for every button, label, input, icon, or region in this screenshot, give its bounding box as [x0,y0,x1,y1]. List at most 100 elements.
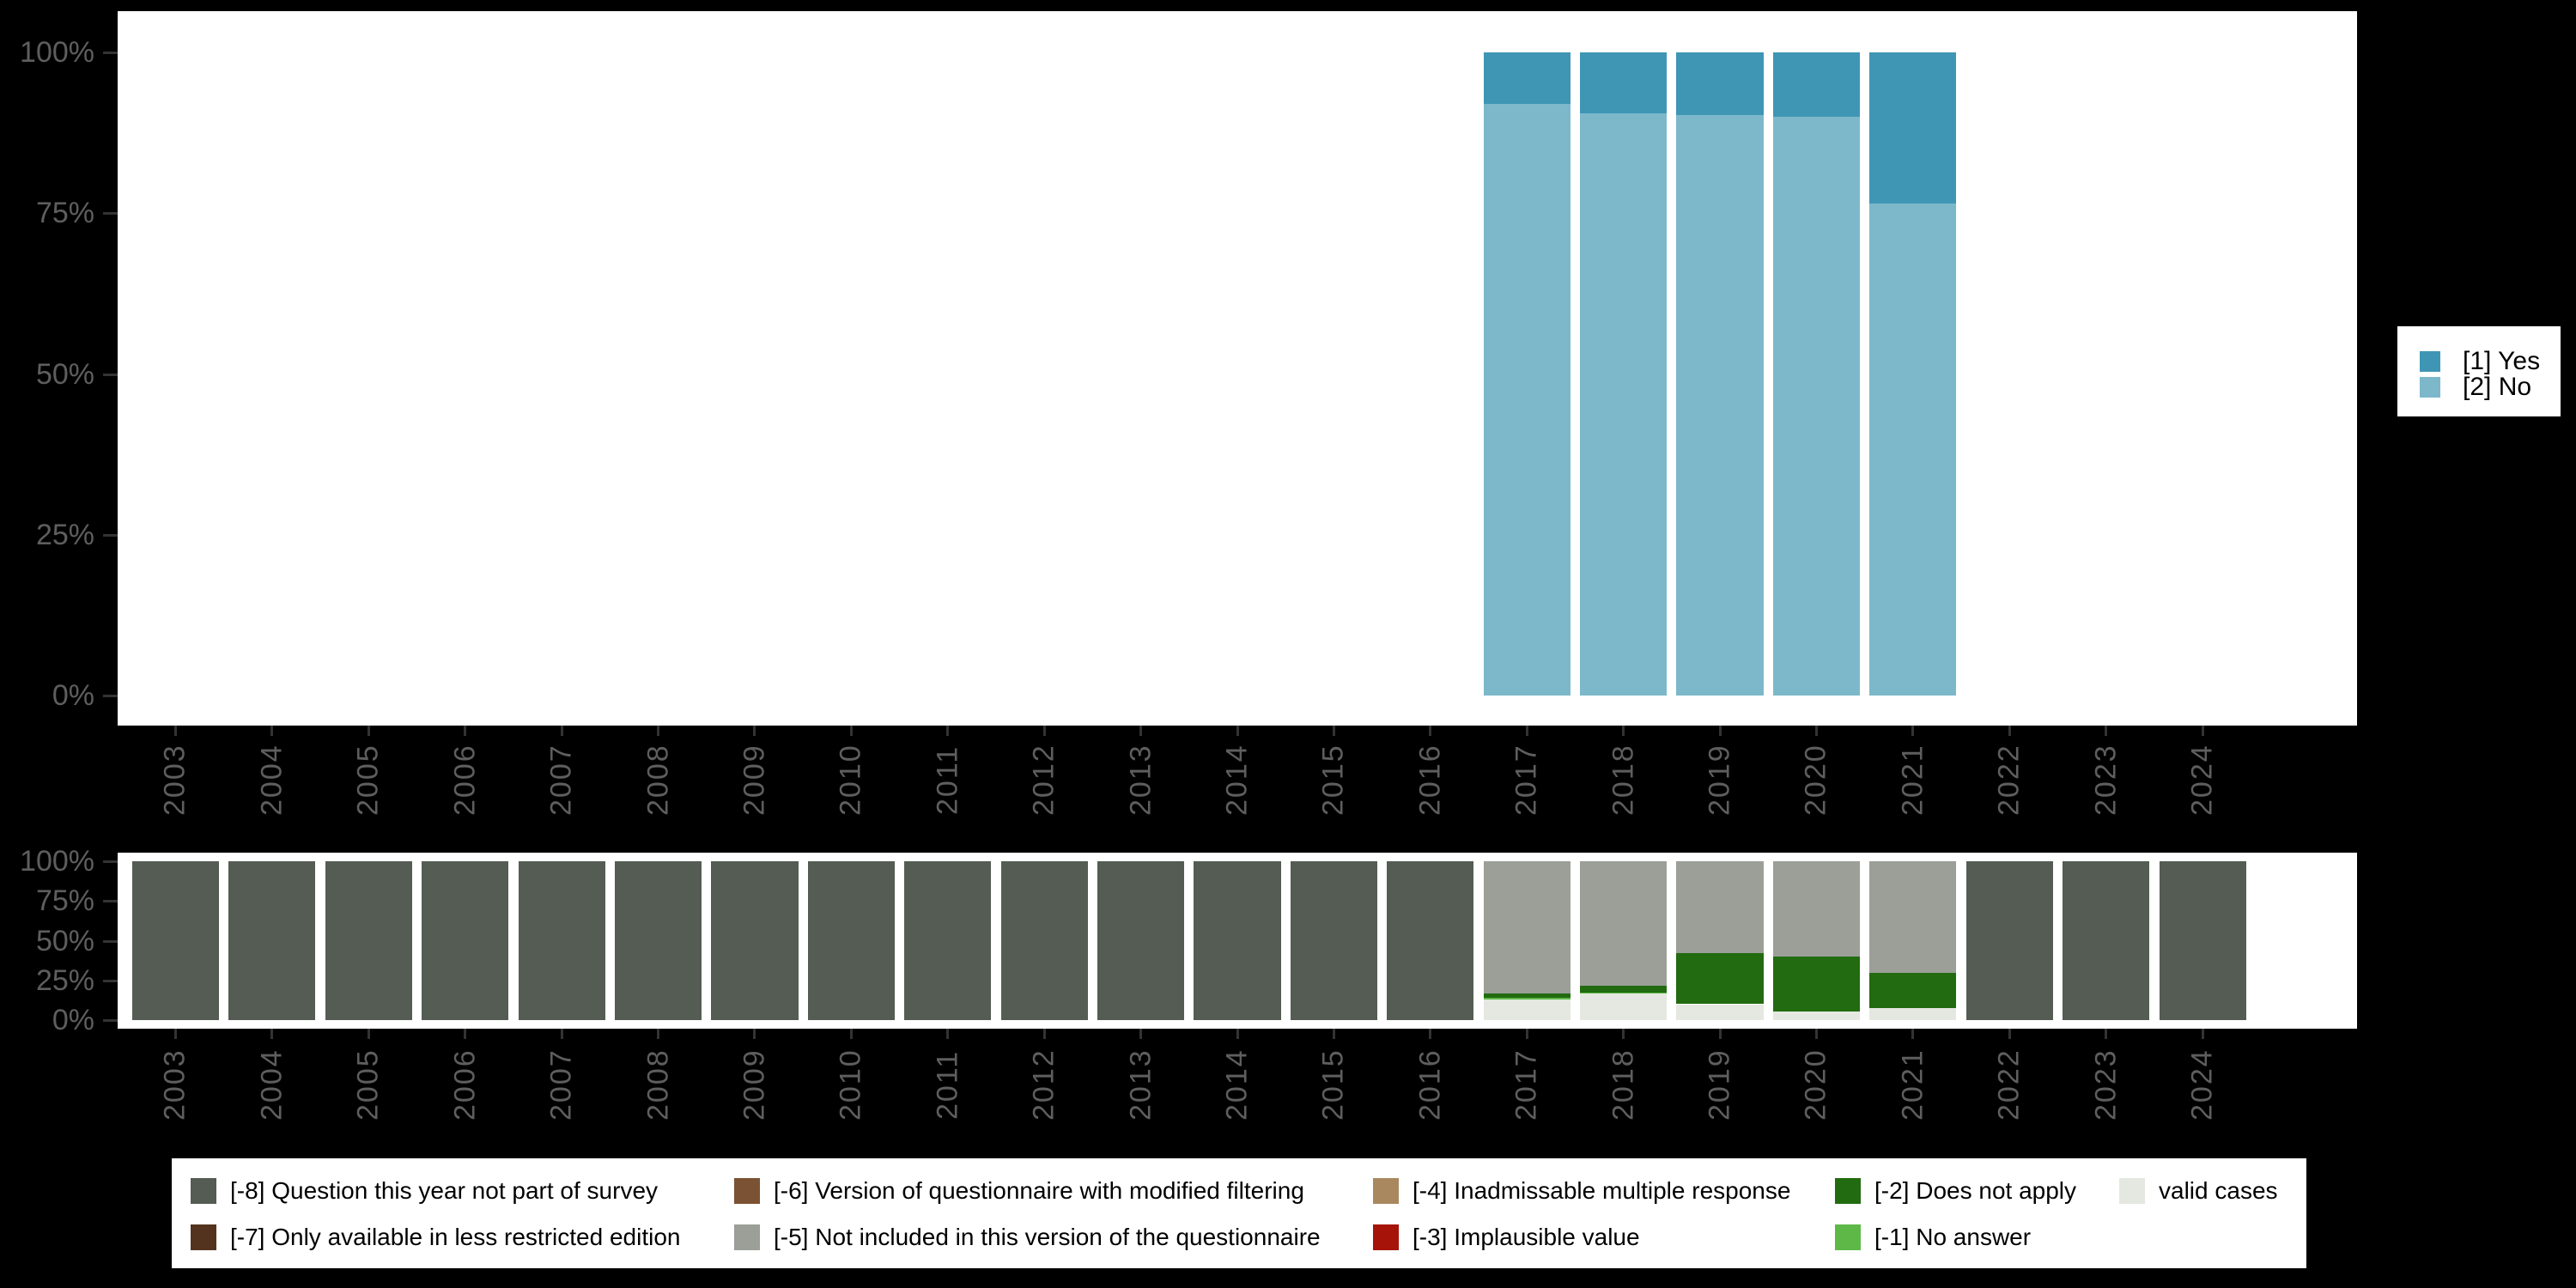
x-axis-tick [1525,726,1528,736]
x-axis-tick [2105,1029,2108,1039]
y-axis-tick [103,52,118,54]
legend-item: [-3] Implausible value [1373,1224,1640,1251]
bar-segment [1194,861,1281,1020]
x-axis-tick [1332,1029,1335,1039]
x-tick-label: 2007 [544,1048,578,1121]
bar-segment [1676,1004,1764,1020]
x-tick-label: 2015 [1316,1048,1350,1121]
bar-segment [1580,986,1668,993]
x-axis-tick [1814,726,1818,736]
x-tick-label: 2018 [1607,744,1640,816]
y-tick-label: 50% [35,924,94,957]
legend-item: [-7] Only available in less restricted e… [191,1224,680,1251]
x-axis-tick [1525,1029,1528,1039]
y-axis-tick [103,860,118,863]
bar-segment [1483,103,1571,696]
x-tick-label: 2023 [2089,744,2123,816]
bar-segment [325,861,412,1020]
legend-label: [-5] Not included in this version of the… [774,1224,1321,1250]
x-axis-tick [1332,726,1335,736]
x-tick-label: 2008 [641,1048,675,1121]
x-axis-tick [270,726,274,736]
legend-swatch [1835,1224,1861,1250]
bar-segment [2159,861,2246,1020]
top-chart-panel [118,11,2357,726]
top-chart-legend: [1] Yes [2] No [2397,326,2561,416]
bar-segment [1580,860,1668,987]
y-tick-label: 0% [52,679,94,712]
y-tick-label: 75% [35,197,94,230]
legend-swatch [2119,1178,2145,1204]
x-tick-label: 2009 [738,744,771,816]
bar-segment [1483,993,1571,999]
bar-segment [1580,993,1668,1020]
x-tick-label: 2004 [255,744,289,816]
x-tick-label: 2006 [448,1048,482,1121]
legend-label: [-3] Implausible value [1413,1224,1640,1250]
x-tick-label: 2024 [2185,1048,2219,1121]
x-axis-tick [2105,726,2108,736]
legend-swatch [734,1178,760,1204]
bar-segment [422,861,509,1020]
x-tick-label: 2006 [448,744,482,816]
x-tick-label: 2003 [158,1048,191,1121]
x-tick-label: 2005 [351,1048,385,1121]
x-tick-label: 2012 [1027,1048,1060,1121]
x-axis-tick [753,1029,756,1039]
bar-segment [518,861,605,1020]
x-axis-tick [560,726,563,736]
x-axis-tick [1236,1029,1239,1039]
y-tick-label: 75% [35,884,94,918]
bar-segment [1869,861,1957,973]
y-axis-tick [103,533,118,537]
x-axis-tick [1139,726,1143,736]
bar-segment [1483,861,1571,994]
legend-label: [-2] Does not apply [1874,1177,2077,1204]
x-tick-label: 2008 [641,744,675,816]
bar-segment [1000,861,1088,1020]
x-tick-label: 2017 [1510,1048,1543,1121]
legend-item: [-2] Does not apply [1835,1177,2076,1205]
bar-segment [1869,52,1957,204]
y-axis-tick [103,212,118,216]
x-axis-tick [367,1029,370,1039]
x-tick-label: 2018 [1607,1048,1640,1121]
y-axis-tick [103,1019,118,1022]
y-axis-tick [103,979,118,982]
x-axis-tick [2008,1029,2011,1039]
legend-item: [-6] Version of questionnaire with modif… [734,1177,1304,1205]
legend-label: [-1] No answer [1874,1224,2032,1250]
bar-segment [807,861,895,1020]
x-axis-tick [2201,726,2204,736]
legend-label: [-8] Question this year not part of surv… [230,1177,659,1204]
x-axis-tick [1718,726,1722,736]
legend-swatch [1373,1178,1399,1204]
x-tick-label: 2016 [1413,744,1447,816]
legend-item: [1] Yes [2420,347,2540,376]
bar-segment [1097,861,1185,1020]
x-tick-label: 2010 [834,1048,867,1121]
x-tick-label: 2011 [931,744,964,815]
x-tick-label: 2015 [1316,744,1350,816]
x-tick-label: 2004 [255,1048,289,1121]
y-tick-label: 25% [35,518,94,551]
x-axis-tick [270,1029,274,1039]
x-axis-tick [1042,1029,1046,1039]
bottom-chart-legend: [-8] Question this year not part of surv… [172,1158,2306,1268]
legend-item: [-1] No answer [1835,1224,2031,1251]
x-axis-tick [560,1029,563,1039]
x-axis-tick [1139,1029,1143,1039]
x-axis-tick [946,1029,950,1039]
bar-segment [1483,998,1571,999]
bar-segment [711,861,799,1020]
x-axis-tick [2201,1029,2204,1039]
legend-swatch [1373,1224,1399,1250]
x-axis-tick [849,1029,853,1039]
bar-segment [1290,861,1377,1020]
x-tick-label: 2020 [1799,744,1832,816]
bar-segment [1772,116,1861,696]
y-axis-tick [103,695,118,697]
bar-segment [904,861,992,1020]
bar-segment [1869,972,1957,1009]
